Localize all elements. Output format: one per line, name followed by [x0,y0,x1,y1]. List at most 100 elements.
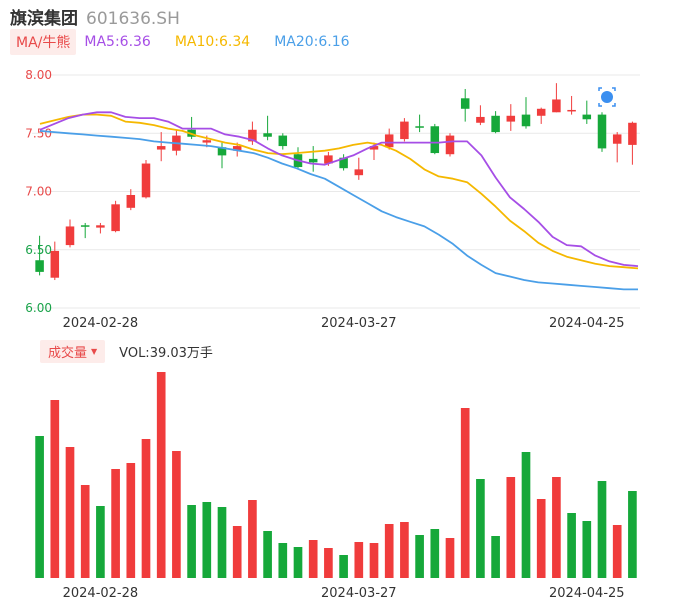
candle-body [597,114,607,149]
candle-body [202,140,212,143]
volume-bar [430,529,440,578]
stock-code: 601636.SH [86,9,180,29]
ma10-legend: MA10:6.34 [174,34,251,50]
candle-body [476,116,485,123]
caret-down-icon: ▼ [91,346,98,356]
volume-bar [278,543,288,578]
volume-bar [324,548,333,578]
volume-date-label: 2024-03-27 [321,586,397,601]
ma-legend: MA/牛熊 MA5:6.36 MA10:6.34 MA20:6.16 [10,29,374,55]
ma5-legend: MA5:6.36 [84,34,151,50]
candle-body [111,204,120,232]
candlestick-series [35,83,637,281]
candle-body [232,146,242,151]
price-grid [32,74,640,309]
volume-bar [202,502,212,578]
candle-body [324,155,333,164]
volume-bar [597,481,607,578]
volume-bar [248,500,257,578]
volume-bar [126,463,136,578]
volume-bar [156,372,166,578]
candle-body [35,260,44,272]
volume-bar [187,505,196,578]
candle-body [521,114,531,127]
volume-bar [415,535,424,578]
volume-bar [445,538,455,578]
candle-body [278,135,288,147]
candle-body [567,109,576,112]
volume-bar [217,507,227,578]
candle-body [552,99,561,113]
volume-bar [491,536,500,578]
volume-bar [536,499,546,578]
volume-bar [141,439,151,578]
event-marker-dot [601,91,613,103]
volume-bar [339,555,348,578]
candle-body [65,226,75,246]
candle-body [354,169,364,176]
volume-bar [80,485,90,578]
price-date-label: 2024-03-27 [321,316,397,331]
candle-body [536,108,546,116]
candle-body [248,129,257,142]
volume-bar [400,522,409,578]
price-tick-label: 7.50 [25,126,52,140]
volume-bar [384,524,394,578]
ma20-line [39,130,638,291]
title-row: 旗滨集团 601636.SH [10,4,180,29]
candle-body [263,133,272,137]
volume-bar [111,469,120,578]
event-marker[interactable] [598,87,616,107]
candle-body [96,225,105,228]
volume-bar [582,521,592,578]
candle-body [612,134,622,144]
candle-body [126,194,136,208]
candle-body [217,147,227,156]
candle-body [491,115,500,133]
candle-body [506,115,516,122]
candle-body [80,225,90,227]
candle-body [369,146,379,150]
price-x-axis: 2024-02-28 2024-03-27 2024-04-25 [63,316,625,331]
price-date-label: 2024-04-25 [549,316,625,331]
volume-tag-label: 成交量 [48,345,88,361]
price-date-label: 2024-02-28 [63,316,139,331]
candle-body [415,126,424,128]
volume-value: VOL:39.03万手 [119,345,213,361]
price-tick-label: 8.00 [25,68,52,82]
price-tick-label: 7.00 [25,185,52,199]
volume-bar [476,479,485,578]
volume-bar [354,542,364,578]
volume-bar [96,506,105,578]
volume-indicator-selector[interactable]: 成交量 ▼ [40,339,106,363]
volume-bar [567,513,576,578]
price-tick-label: 6.50 [25,243,52,257]
volume-bar [521,452,531,578]
volume-date-label: 2024-04-25 [549,586,625,601]
candle-body [339,157,348,169]
candle-body [400,121,409,140]
ma5-line [39,111,639,267]
volume-legend: 成交量 ▼ VOL:39.03万手 [40,339,213,363]
volume-bar [460,408,470,578]
moving-average-lines [39,111,639,291]
volume-bar [263,531,272,578]
volume-bar [50,400,60,578]
candle-body [156,146,166,150]
candle-body [460,98,470,109]
ma20-legend: MA20:6.16 [274,34,350,50]
volume-bar [65,447,75,578]
volume-date-label: 2024-02-28 [63,586,139,601]
candle-body [445,135,455,155]
volume-bar [612,525,622,578]
event-marker-bracket [598,87,616,107]
volume-bar [628,491,637,578]
volume-bar [35,436,44,578]
volume-bar [369,543,379,578]
ma10-line [39,113,639,270]
volume-bars [35,372,637,578]
price-y-axis: 8.00 7.50 7.00 6.50 6.00 [25,68,52,315]
ma-indicator-selector[interactable]: MA/牛熊 [10,29,77,55]
volume-bar [552,477,561,578]
